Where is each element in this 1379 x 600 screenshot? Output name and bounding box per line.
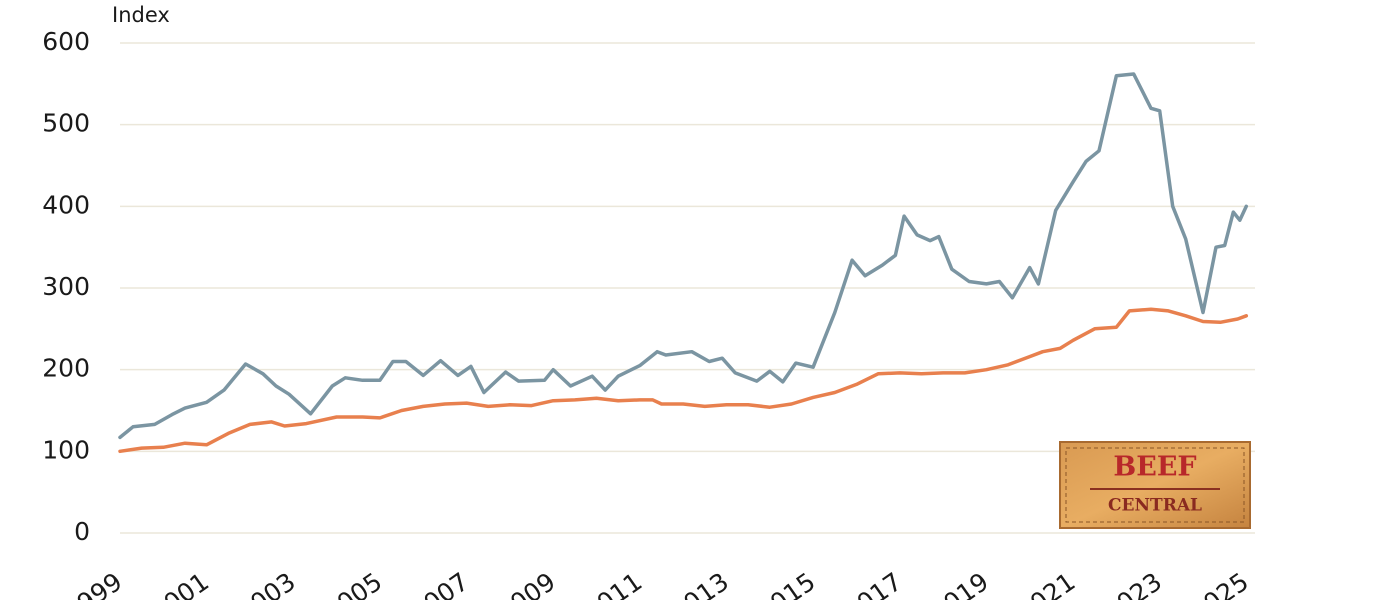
x-tick-label: 1999 [59,567,128,600]
x-tick-label: 2019 [925,567,994,600]
logo-text: BEEF [1113,452,1196,483]
line [118,72,1249,440]
x-tick-label: 2009 [492,567,561,600]
x-tick-label: 2023 [1098,567,1167,600]
y-tick-label: 100 [42,435,90,464]
x-tick-label: 2007 [405,567,474,600]
y-tick-label: 600 [42,27,90,56]
x-tick-label: 2001 [145,567,214,600]
line [118,307,1249,454]
x-tick-label: 2003 [232,567,301,600]
y-tick-label: 300 [42,272,90,301]
y-axis-label: Index [112,3,170,27]
logo: BEEF CENTRAL [1059,441,1251,529]
x-tick-label: 2021 [1012,567,1081,600]
y-tick-label: 500 [42,109,90,138]
logo-text: CENTRAL [1108,496,1202,516]
x-tick-label: 2011 [579,567,648,600]
logo-badge [1059,441,1251,529]
y-tick-label: 400 [42,190,90,219]
x-tick-label: 2015 [752,567,821,600]
x-tick-label: 2025 [1185,567,1254,600]
y-tick-label: 0 [74,517,90,546]
y-tick-label: 200 [42,354,90,383]
x-tick-label: 2017 [838,567,907,600]
x-tick-label: 2005 [319,567,388,600]
x-tick-label: 2013 [665,567,734,600]
